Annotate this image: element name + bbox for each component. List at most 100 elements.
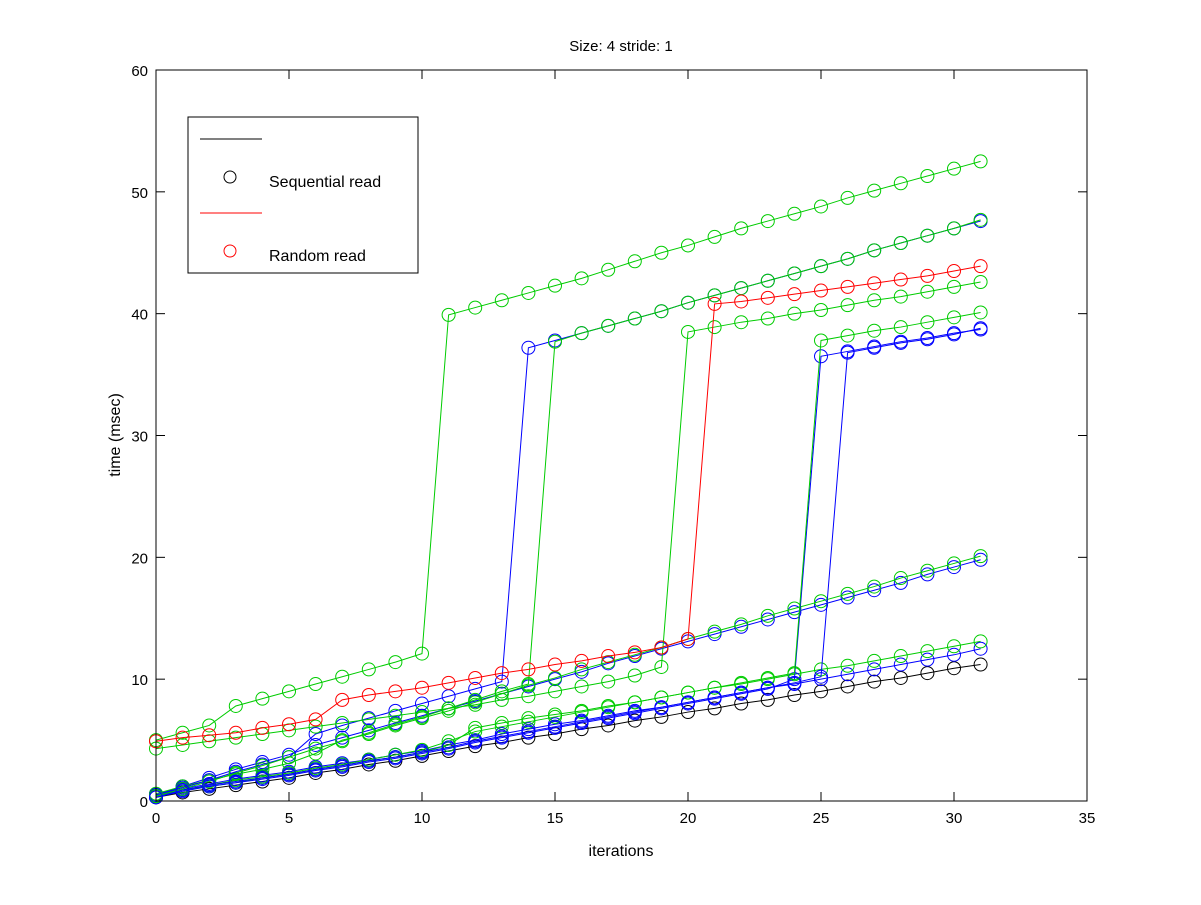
series-8 (149, 305, 988, 804)
series-line (155, 311, 981, 797)
data-point (308, 746, 323, 761)
data-point (548, 719, 562, 734)
data-point (760, 670, 775, 685)
data-point (814, 259, 828, 274)
data-point (814, 333, 828, 348)
series-10 (149, 274, 988, 756)
data-point (574, 271, 589, 286)
data-point (681, 631, 695, 646)
data-point (734, 696, 749, 711)
y-tick-label: 50 (131, 185, 148, 202)
data-point (654, 640, 669, 655)
data-point (521, 677, 536, 692)
y-tick-label: 20 (131, 550, 148, 567)
data-point (760, 692, 775, 707)
data-point (707, 680, 722, 695)
data-point (973, 154, 988, 169)
data-point (760, 680, 775, 695)
y-tick-label: 0 (140, 794, 148, 811)
data-point (973, 305, 988, 320)
series-line (155, 220, 981, 796)
data-point (867, 276, 882, 291)
data-point (787, 287, 802, 302)
data-point (627, 695, 642, 710)
data-point (947, 264, 961, 279)
legend-marker-sequential (223, 170, 237, 184)
data-point (840, 658, 855, 673)
data-point (388, 717, 403, 732)
data-point (282, 767, 296, 782)
data-point (308, 726, 323, 741)
legend-box (187, 116, 419, 274)
data-point (202, 728, 217, 743)
data-point (787, 206, 802, 221)
series-line (155, 327, 981, 798)
data-point (893, 289, 908, 304)
data-point (601, 674, 616, 689)
data-point (627, 311, 642, 326)
data-point (867, 183, 882, 198)
series-line (155, 648, 981, 796)
data-point (548, 278, 562, 293)
legend-marker-random (223, 244, 237, 258)
data-point (867, 340, 882, 355)
data-point (840, 298, 855, 313)
data-point (734, 675, 749, 690)
data-point (308, 737, 323, 752)
series-line (155, 555, 981, 795)
data-point (760, 214, 775, 229)
data-point (574, 705, 589, 720)
data-point (388, 655, 403, 670)
data-point (734, 294, 749, 309)
data-point (654, 709, 669, 724)
data-point (175, 730, 190, 745)
data-point (947, 221, 961, 236)
legend-label-sequential: Sequential read (269, 174, 381, 191)
data-point (175, 725, 190, 740)
data-point (840, 279, 855, 294)
data-point (468, 734, 483, 749)
data-point (441, 701, 456, 716)
data-point (548, 657, 562, 672)
data-point (494, 692, 509, 707)
data-point (867, 579, 882, 594)
data-point (521, 340, 536, 355)
series-line (155, 265, 981, 742)
data-point (468, 670, 483, 685)
data-point (707, 288, 722, 303)
series-layer (149, 154, 988, 805)
data-point (202, 774, 217, 789)
data-point (787, 306, 802, 321)
data-point (494, 719, 509, 734)
data-point (202, 778, 217, 793)
data-point (627, 668, 642, 683)
data-point (867, 583, 882, 598)
data-point (840, 190, 855, 205)
data-point (548, 684, 562, 699)
series-11 (149, 154, 988, 748)
data-point (548, 709, 562, 724)
data-point (920, 644, 935, 659)
data-point (707, 624, 722, 639)
data-point (760, 608, 775, 623)
data-point (468, 300, 483, 315)
data-point (681, 705, 695, 720)
data-point (707, 296, 722, 311)
data-point (175, 737, 190, 752)
data-point (654, 245, 669, 260)
data-point (627, 705, 642, 720)
data-point (734, 315, 749, 330)
data-point (255, 720, 270, 735)
data-point (335, 669, 350, 684)
data-point (574, 714, 589, 729)
data-point (335, 692, 350, 707)
data-point (388, 708, 403, 723)
data-point (415, 646, 429, 661)
y-tick-label: 60 (131, 63, 148, 80)
data-point (893, 657, 908, 672)
x-tick-label: 5 (285, 810, 293, 827)
series-12 (149, 259, 988, 749)
data-point (840, 590, 855, 605)
data-point (707, 701, 722, 716)
